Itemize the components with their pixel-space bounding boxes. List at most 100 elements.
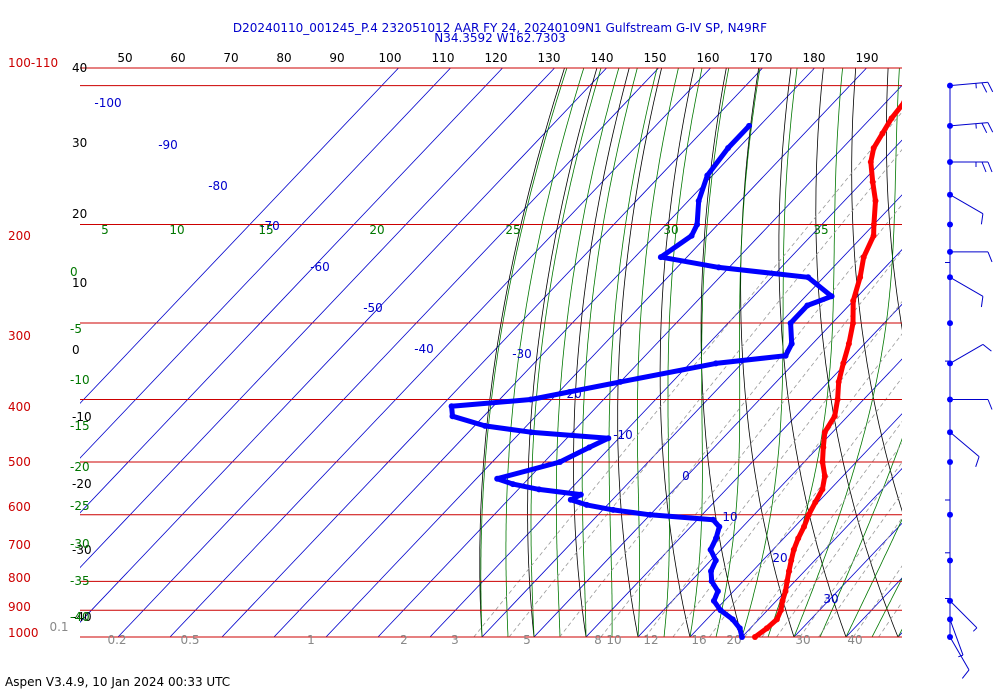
isotherm-line (793, 522, 902, 638)
temperature-point (917, 83, 923, 89)
dewpoint-point (708, 568, 714, 575)
dewpoint-point (527, 396, 534, 403)
mixing-ratio-label: 1 (307, 633, 315, 647)
moist-adiabat-label: -30 (70, 537, 90, 551)
isotherm-line (325, 68, 867, 638)
pressure-tick-label: 800 (8, 571, 31, 585)
wind-barb-station (947, 248, 953, 255)
isotherm-label: -30 (512, 347, 532, 361)
temperature-point (835, 378, 842, 385)
temperature-point (821, 473, 828, 479)
top-axis-label: 180 (803, 51, 826, 65)
wind-barb-station (947, 459, 953, 465)
moist-adiabat-line (793, 68, 900, 638)
dewpoint-point (707, 546, 714, 553)
isotherm-label: -10 (613, 428, 633, 442)
theta-e-label: 15 (258, 223, 273, 237)
wind-barb-feather (980, 296, 984, 308)
mixing-ratio-label: 20 (726, 633, 741, 647)
mixing-ratio-label: 10 (606, 633, 621, 647)
moist-adiabat-line (608, 68, 658, 637)
dewpoint-point (610, 506, 617, 513)
temperature-point (777, 607, 784, 614)
pressure-tick-label: 900 (8, 600, 31, 614)
temperature-point (805, 511, 812, 518)
moist-adiabat-line (741, 68, 798, 638)
temperature-point (936, 65, 942, 71)
temperature-point (888, 115, 895, 122)
isotherm-line (80, 68, 399, 404)
pressure-tick-label: 400 (8, 400, 31, 414)
dry-adiabat-line (815, 68, 899, 638)
isotherm-line (950, 68, 1000, 637)
temperature-point (752, 634, 758, 640)
mixing-ratio-line (878, 601, 902, 638)
isotherm-line (80, 68, 451, 459)
temperature-point (779, 597, 786, 604)
mixing-ratio-line (600, 250, 902, 638)
temperature-point (850, 320, 856, 327)
temperature-point (784, 578, 791, 585)
dry-adiabat-line (527, 68, 598, 638)
left-scale-label: -30 (72, 543, 92, 557)
temperature-point (834, 396, 841, 403)
isotherm-label: 20 (772, 551, 787, 565)
top-axis-label: 50 (117, 51, 132, 65)
wind-barb-feather (987, 161, 993, 173)
temperature-point (821, 429, 828, 436)
dewpoint-point (713, 535, 719, 542)
wind-barb-station (947, 634, 953, 640)
dewpoint-point (746, 122, 753, 129)
temperature-point (786, 568, 792, 575)
dewpoint-point (657, 254, 664, 261)
pressure-tick-label: 700 (8, 538, 31, 552)
temperature-point (831, 413, 838, 420)
left-scale-label: -40 (72, 610, 92, 624)
dewpoint-point (509, 481, 516, 488)
dewpoint-point (617, 378, 624, 385)
dewpoint-point (805, 274, 812, 281)
isotherm-line (221, 68, 763, 638)
dewpoint-point (449, 413, 456, 420)
top-axis-label: 80 (276, 51, 291, 65)
wind-barb-station (947, 159, 953, 165)
top-axis-label: 100 (379, 51, 402, 65)
pressure-tick-label: 1000 (8, 626, 39, 640)
wind-barb-station (947, 82, 953, 89)
mixing-ratio-label: 0.2 (107, 633, 126, 647)
moist-adiabat-line (689, 68, 730, 638)
temperature-point (812, 499, 819, 506)
temperature-point (840, 360, 847, 367)
pressure-tick-label: 300 (8, 329, 31, 343)
dewpoint-point (828, 293, 835, 300)
isotherm-line (377, 84, 902, 638)
moist-adiabat-line (505, 68, 585, 638)
isotherm-line (637, 358, 902, 638)
isotherm-line (689, 413, 902, 638)
dewpoint-point (583, 501, 590, 508)
top-axis-label: 140 (591, 51, 614, 65)
wind-barb-staff (949, 619, 964, 656)
wind-barb-feather (975, 456, 980, 467)
dry-adiabat-line (778, 68, 847, 638)
pressure-tick-label: 200 (8, 229, 31, 243)
temperature-point (869, 179, 876, 185)
moist-adiabat-line (871, 577, 902, 638)
wind-barb-staff (949, 600, 978, 629)
isotherm-label: -40 (414, 342, 434, 356)
dry-adiabat-line (617, 68, 662, 638)
temperature-point (867, 159, 874, 165)
theta-e-label: 30 (663, 223, 678, 237)
dewpoint-point (782, 352, 789, 359)
isotherm-line (429, 139, 902, 638)
moist-adiabat-line (845, 518, 902, 638)
temperature-point (879, 130, 886, 137)
dewpoint-point (528, 429, 534, 436)
moist-adiabat-line (581, 68, 638, 637)
moist-adiabat-label: -20 (70, 460, 90, 474)
theta-e-label: 25 (505, 223, 520, 237)
moist-adiabat-label: -25 (70, 499, 90, 513)
mixing-ratio-line (852, 565, 902, 638)
mixing-ratio-label: 0.1 (49, 620, 68, 634)
mixing-ratio-label: 5 (523, 633, 531, 647)
